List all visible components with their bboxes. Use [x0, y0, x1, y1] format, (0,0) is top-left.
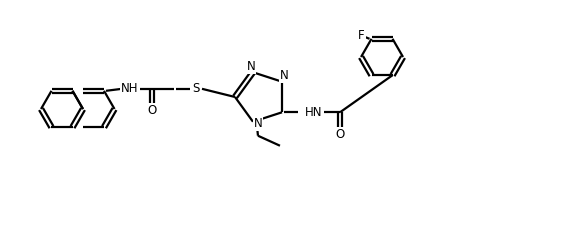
Text: N: N [254, 117, 262, 130]
Text: S: S [192, 82, 200, 95]
Text: HN: HN [305, 106, 323, 119]
Text: NH: NH [121, 82, 139, 95]
Text: N: N [247, 60, 255, 73]
Text: N: N [280, 69, 288, 82]
Text: O: O [148, 104, 157, 117]
Text: F: F [358, 29, 365, 42]
Text: O: O [335, 128, 344, 141]
